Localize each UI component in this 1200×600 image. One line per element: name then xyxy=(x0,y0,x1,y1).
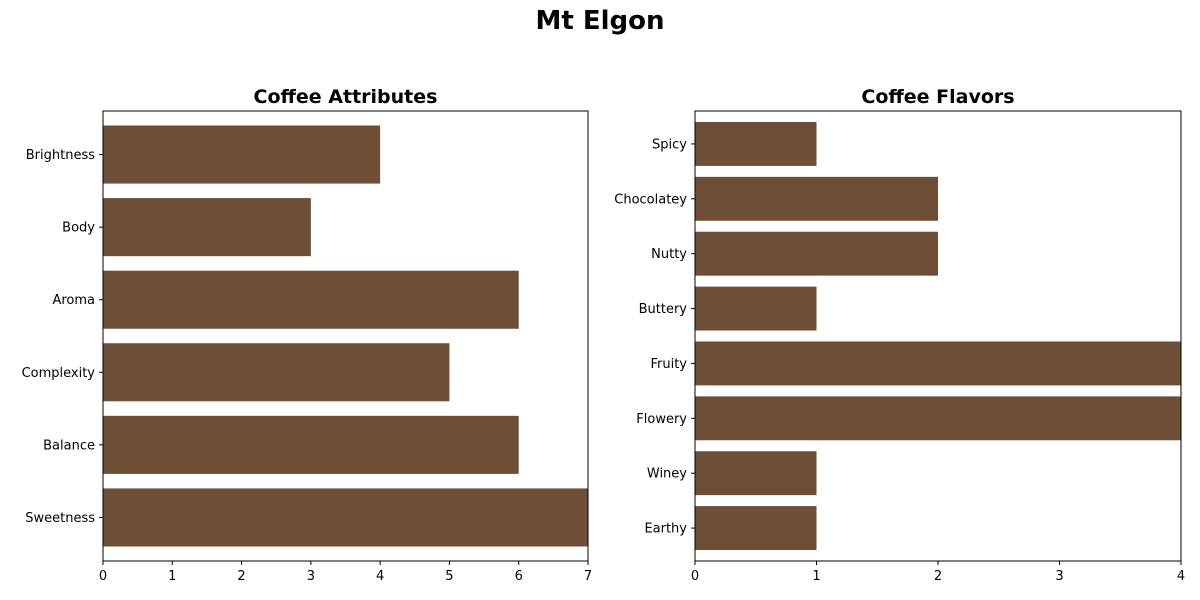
panel-title: Coffee Attributes xyxy=(254,86,438,108)
xtick-label-1: 1 xyxy=(168,569,176,584)
bar-winey xyxy=(695,451,817,496)
xtick-label-2: 2 xyxy=(934,569,942,584)
bar-chocolatey xyxy=(695,176,938,221)
panel-title: Coffee Flavors xyxy=(861,86,1014,108)
ytick-label-earthy: Earthy xyxy=(644,522,687,537)
ytick-label-sweetness: Sweetness xyxy=(25,511,95,526)
ytick-label-complexity: Complexity xyxy=(22,366,96,381)
bar-nutty xyxy=(695,231,938,276)
ytick-label-fruity: Fruity xyxy=(650,357,687,372)
xtick-label-1: 1 xyxy=(812,569,820,584)
ytick-label-body: Body xyxy=(62,221,95,236)
flavors-chart: Coffee Flavors Spicy Chocolatey Nutty Butter… xyxy=(614,86,1185,584)
ytick-label-flowery: Flowery xyxy=(636,412,687,427)
ytick-label-aroma: Aroma xyxy=(52,293,95,308)
xtick-label-3: 3 xyxy=(1055,569,1063,584)
xtick-label-7: 7 xyxy=(584,569,592,584)
ytick-label-winey: Winey xyxy=(647,467,687,482)
xtick-label-0: 0 xyxy=(691,569,699,584)
ytick-label-brightness: Brightness xyxy=(26,148,95,163)
xtick-label-2: 2 xyxy=(237,569,245,584)
ytick-label-balance: Balance xyxy=(43,438,95,453)
xtick-label-4: 4 xyxy=(1177,569,1185,584)
bar-balance xyxy=(103,415,519,474)
bar-body xyxy=(103,198,311,257)
bar-sweetness xyxy=(103,488,588,547)
ytick-label-chocolatey: Chocolatey xyxy=(614,192,687,207)
ytick-label-spicy: Spicy xyxy=(652,137,687,152)
xtick-label-0: 0 xyxy=(99,569,107,584)
figure-title: Mt Elgon xyxy=(535,6,665,36)
attributes-chart: Coffee Attributes Brightness Body Aroma Comp… xyxy=(22,86,593,584)
ytick-label-nutty: Nutty xyxy=(651,247,687,262)
bar-aroma xyxy=(103,270,519,329)
bar-buttery xyxy=(695,286,817,331)
xtick-label-6: 6 xyxy=(515,569,523,584)
xtick-label-5: 5 xyxy=(445,569,453,584)
bar-earthy xyxy=(695,506,817,551)
bar-complexity xyxy=(103,343,450,402)
bar-fruity xyxy=(695,341,1181,386)
ytick-label-buttery: Buttery xyxy=(639,302,688,317)
axes-frame xyxy=(102,110,589,562)
bar-flowery xyxy=(695,396,1181,441)
xtick-label-3: 3 xyxy=(307,569,315,584)
bar-spicy xyxy=(695,121,817,166)
xtick-label-4: 4 xyxy=(376,569,384,584)
bar-brightness xyxy=(103,125,381,184)
